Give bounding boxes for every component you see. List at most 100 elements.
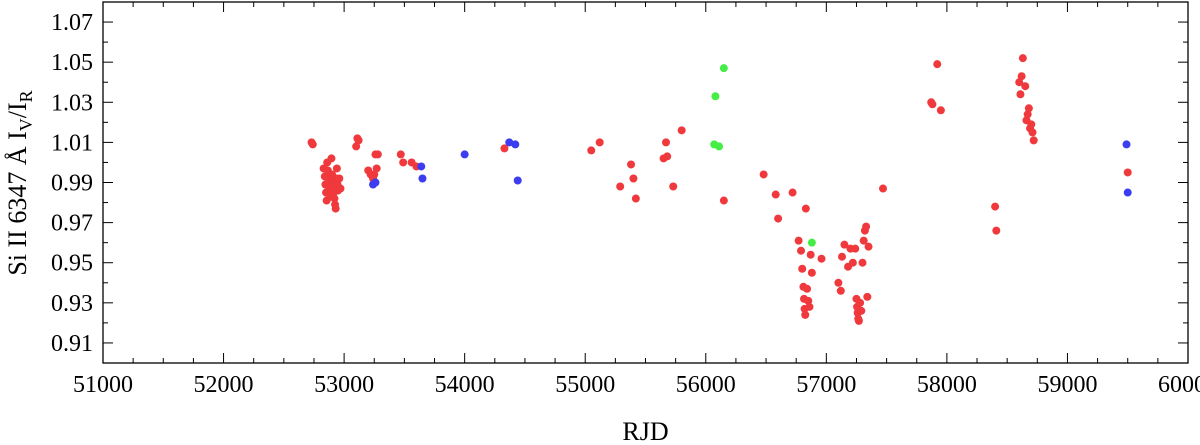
x-tick-label: 57000 <box>796 372 856 398</box>
x-tick-label: 60000 <box>1158 372 1200 398</box>
y-axis-title-sub2: R <box>16 90 36 102</box>
data-point-series-0 <box>677 126 686 135</box>
y-axis-title-sub1: V <box>16 118 36 131</box>
data-point-series-2 <box>711 92 720 101</box>
data-point-series-0 <box>863 292 872 301</box>
data-point-series-0 <box>336 184 345 193</box>
y-tick-label: 1.07 <box>51 10 93 36</box>
data-point-series-0 <box>798 264 807 273</box>
data-point-series-1 <box>511 140 520 149</box>
data-point-series-0 <box>1016 90 1025 99</box>
data-point-series-0 <box>396 150 405 159</box>
data-point-series-0 <box>1021 82 1030 91</box>
data-point-series-0 <box>805 302 814 311</box>
data-point-series-0 <box>933 60 942 69</box>
y-tick-label: 0.93 <box>51 291 93 317</box>
data-point-series-0 <box>595 138 604 147</box>
x-tick-label: 52000 <box>194 372 254 398</box>
y-tick-label: 1.03 <box>51 90 93 116</box>
data-point-series-0 <box>1028 128 1037 137</box>
x-tick-label: 58000 <box>917 372 977 398</box>
x-tick-label: 54000 <box>435 372 495 398</box>
data-point-series-0 <box>851 244 860 253</box>
data-point-series-1 <box>505 138 514 147</box>
y-tick-label: 0.99 <box>51 171 93 197</box>
data-point-series-0 <box>627 160 636 169</box>
data-point-series-1 <box>371 178 380 187</box>
data-point-series-0 <box>771 190 780 199</box>
data-point-series-0 <box>838 252 847 261</box>
data-point-series-0 <box>836 286 845 295</box>
data-point-series-0 <box>372 164 381 173</box>
data-point-series-0 <box>354 136 363 145</box>
data-point-series-0 <box>1018 54 1027 63</box>
data-point-series-0 <box>864 242 873 251</box>
data-point-series-0 <box>806 250 815 259</box>
data-point-series-0 <box>858 258 867 267</box>
data-point-series-0 <box>834 278 843 287</box>
data-point-series-0 <box>373 150 382 159</box>
y-axis-title: Si II 6347 Å IV/IR <box>3 90 36 275</box>
x-tick-label: 55000 <box>555 372 615 398</box>
data-point-series-0 <box>500 144 509 153</box>
data-point-series-0 <box>801 204 810 213</box>
data-point-series-1 <box>417 162 426 171</box>
data-point-series-1 <box>418 174 427 183</box>
data-point-series-1 <box>1123 188 1132 197</box>
data-point-series-0 <box>335 174 344 183</box>
data-point-series-0 <box>797 246 806 255</box>
data-point-series-0 <box>1123 168 1132 177</box>
data-point-series-0 <box>1015 78 1024 87</box>
data-point-series-0 <box>352 142 361 151</box>
y-tick-label: 1.05 <box>51 50 93 76</box>
data-point-series-0 <box>817 254 826 263</box>
x-tick-label: 53000 <box>314 372 374 398</box>
data-point-series-0 <box>854 316 863 325</box>
data-point-series-0 <box>663 152 672 161</box>
data-point-series-0 <box>803 284 812 293</box>
y-tick-label: 1.01 <box>51 130 93 156</box>
data-point-series-0 <box>719 196 728 205</box>
x-tick-label: 51000 <box>73 372 133 398</box>
data-point-series-0 <box>631 194 640 203</box>
data-point-series-0 <box>859 236 868 245</box>
data-point-series-2 <box>807 238 816 247</box>
data-points <box>307 54 1132 325</box>
data-point-series-0 <box>936 106 945 115</box>
data-point-series-0 <box>629 174 638 183</box>
data-point-series-0 <box>804 296 813 305</box>
data-point-series-0 <box>801 310 810 319</box>
data-point-series-1 <box>1122 140 1131 149</box>
data-point-series-0 <box>807 268 816 277</box>
data-point-series-1 <box>460 150 469 159</box>
data-point-series-0 <box>1027 120 1036 129</box>
data-point-series-0 <box>399 158 408 167</box>
x-tick-label: 59000 <box>1037 372 1097 398</box>
data-point-series-2 <box>719 64 728 73</box>
y-axis-title-mid: /I <box>3 102 32 118</box>
data-point-series-0 <box>840 240 849 249</box>
data-point-series-0 <box>774 214 783 223</box>
plot-frame <box>102 1 1189 364</box>
data-point-series-0 <box>308 140 317 149</box>
data-point-series-0 <box>992 226 1001 235</box>
data-point-series-0 <box>332 164 341 173</box>
data-point-series-0 <box>661 138 670 147</box>
data-point-series-0 <box>327 154 336 163</box>
data-point-series-1 <box>513 176 522 185</box>
x-axis-ticks: 51000 52000 53000 54000 55000 56000 57000 58000… <box>73 2 1200 398</box>
data-point-series-0 <box>669 182 678 191</box>
data-point-series-0 <box>878 184 887 193</box>
y-tick-label: 0.97 <box>51 211 93 237</box>
data-point-series-0 <box>857 306 866 315</box>
y-tick-label: 0.95 <box>51 251 93 277</box>
x-tick-label: 56000 <box>676 372 736 398</box>
data-point-series-0 <box>587 146 596 155</box>
data-point-series-2 <box>715 142 724 151</box>
data-point-series-0 <box>1024 104 1033 113</box>
data-point-series-0 <box>1017 72 1026 81</box>
data-point-series-0 <box>616 182 625 191</box>
data-point-series-0 <box>330 194 339 203</box>
data-point-series-0 <box>370 170 379 179</box>
